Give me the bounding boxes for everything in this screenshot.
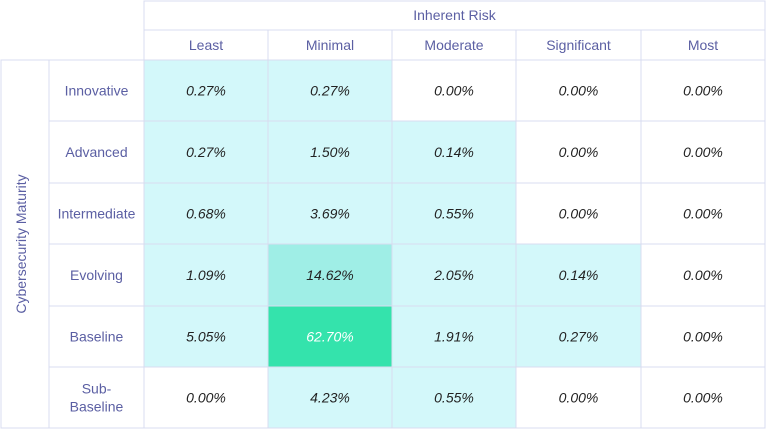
row-label: Innovative bbox=[65, 83, 129, 99]
cell-value: 5.05% bbox=[186, 329, 226, 345]
cell-value: 4.23% bbox=[310, 390, 350, 406]
cell-value: 3.69% bbox=[310, 206, 350, 222]
row-label: Advanced bbox=[65, 144, 127, 160]
column-header-moderate: Moderate bbox=[424, 37, 483, 53]
cell-value: 1.50% bbox=[310, 144, 350, 160]
column-header-cell bbox=[640, 29, 766, 61]
x-axis-title-box bbox=[143, 0, 766, 31]
row-label-cell bbox=[48, 59, 145, 122]
cell-value: 1.09% bbox=[186, 267, 226, 283]
cell-value: 0.00% bbox=[683, 390, 723, 406]
cell-value: 0.00% bbox=[683, 206, 723, 222]
row-label: Evolving bbox=[70, 267, 123, 283]
cell-value: 0.27% bbox=[186, 144, 226, 160]
heatmap-cell bbox=[391, 243, 517, 307]
cell-value: 0.14% bbox=[559, 267, 599, 283]
x-axis-title: Inherent Risk bbox=[413, 7, 496, 23]
heatmap-cell bbox=[267, 243, 393, 307]
cell-value: 0.00% bbox=[683, 267, 723, 283]
cell-value: 0.55% bbox=[434, 206, 474, 222]
column-header-least: Least bbox=[189, 37, 223, 53]
heatmap-cell bbox=[267, 120, 393, 184]
heatmap-cell bbox=[267, 59, 393, 122]
cell-value: 0.68% bbox=[186, 206, 226, 222]
heatmap-cell bbox=[391, 120, 517, 184]
heatmap-cell bbox=[640, 243, 766, 307]
cell-value: 1.91% bbox=[434, 329, 474, 345]
y-axis-title-box bbox=[0, 59, 50, 429]
heatmap-cell bbox=[267, 182, 393, 245]
cell-value: 0.00% bbox=[434, 83, 474, 99]
cell-value: 0.00% bbox=[559, 83, 599, 99]
heatmap-cell bbox=[640, 366, 766, 429]
heatmap-cell bbox=[143, 243, 269, 307]
cell-value: 0.27% bbox=[186, 83, 226, 99]
row-label-cell bbox=[48, 120, 145, 184]
heatmap-cell bbox=[391, 366, 517, 429]
heatmap-cell bbox=[640, 305, 766, 368]
heatmap-cell bbox=[515, 305, 642, 368]
y-axis-title: Cybersecurity Maturity bbox=[13, 174, 29, 313]
cell-value: 14.62% bbox=[306, 267, 353, 283]
column-header-cell bbox=[143, 29, 269, 61]
cell-value: 0.00% bbox=[559, 206, 599, 222]
cell-value: 2.05% bbox=[433, 267, 474, 283]
heatmap-cell bbox=[515, 120, 642, 184]
cell-value: 0.14% bbox=[434, 144, 474, 160]
heatmap-cell bbox=[640, 120, 766, 184]
heatmap-cell bbox=[515, 59, 642, 122]
heatmap-cell bbox=[391, 182, 517, 245]
cell-value: 0.00% bbox=[683, 144, 723, 160]
cell-value: 0.27% bbox=[310, 83, 350, 99]
column-header-most: Most bbox=[688, 37, 718, 53]
row-label-cell bbox=[48, 366, 145, 429]
heatmap-cell bbox=[640, 59, 766, 122]
row-label: Intermediate bbox=[58, 206, 136, 222]
cell-value: 0.27% bbox=[559, 329, 599, 345]
cell-value: 0.00% bbox=[683, 329, 723, 345]
row-label: Sub-Baseline bbox=[70, 381, 124, 415]
heatmap-cell bbox=[391, 305, 517, 368]
heatmap-cell bbox=[640, 182, 766, 245]
cell-value: 0.00% bbox=[683, 83, 723, 99]
cell-value: 0.00% bbox=[186, 390, 226, 406]
heatmap-cell bbox=[267, 366, 393, 429]
row-label: Baseline bbox=[70, 329, 124, 345]
cell-value: 62.70% bbox=[306, 329, 353, 345]
column-header-cell bbox=[267, 29, 393, 61]
cell-value: 0.00% bbox=[559, 144, 599, 160]
cell-value: 0.00% bbox=[559, 390, 599, 406]
column-header-significant: Significant bbox=[546, 37, 611, 53]
heatmap-cell bbox=[143, 366, 269, 429]
row-label-cell bbox=[48, 182, 145, 245]
heatmap-cell bbox=[143, 182, 269, 245]
cell-value: 0.55% bbox=[434, 390, 474, 406]
column-header-minimal: Minimal bbox=[306, 37, 354, 53]
